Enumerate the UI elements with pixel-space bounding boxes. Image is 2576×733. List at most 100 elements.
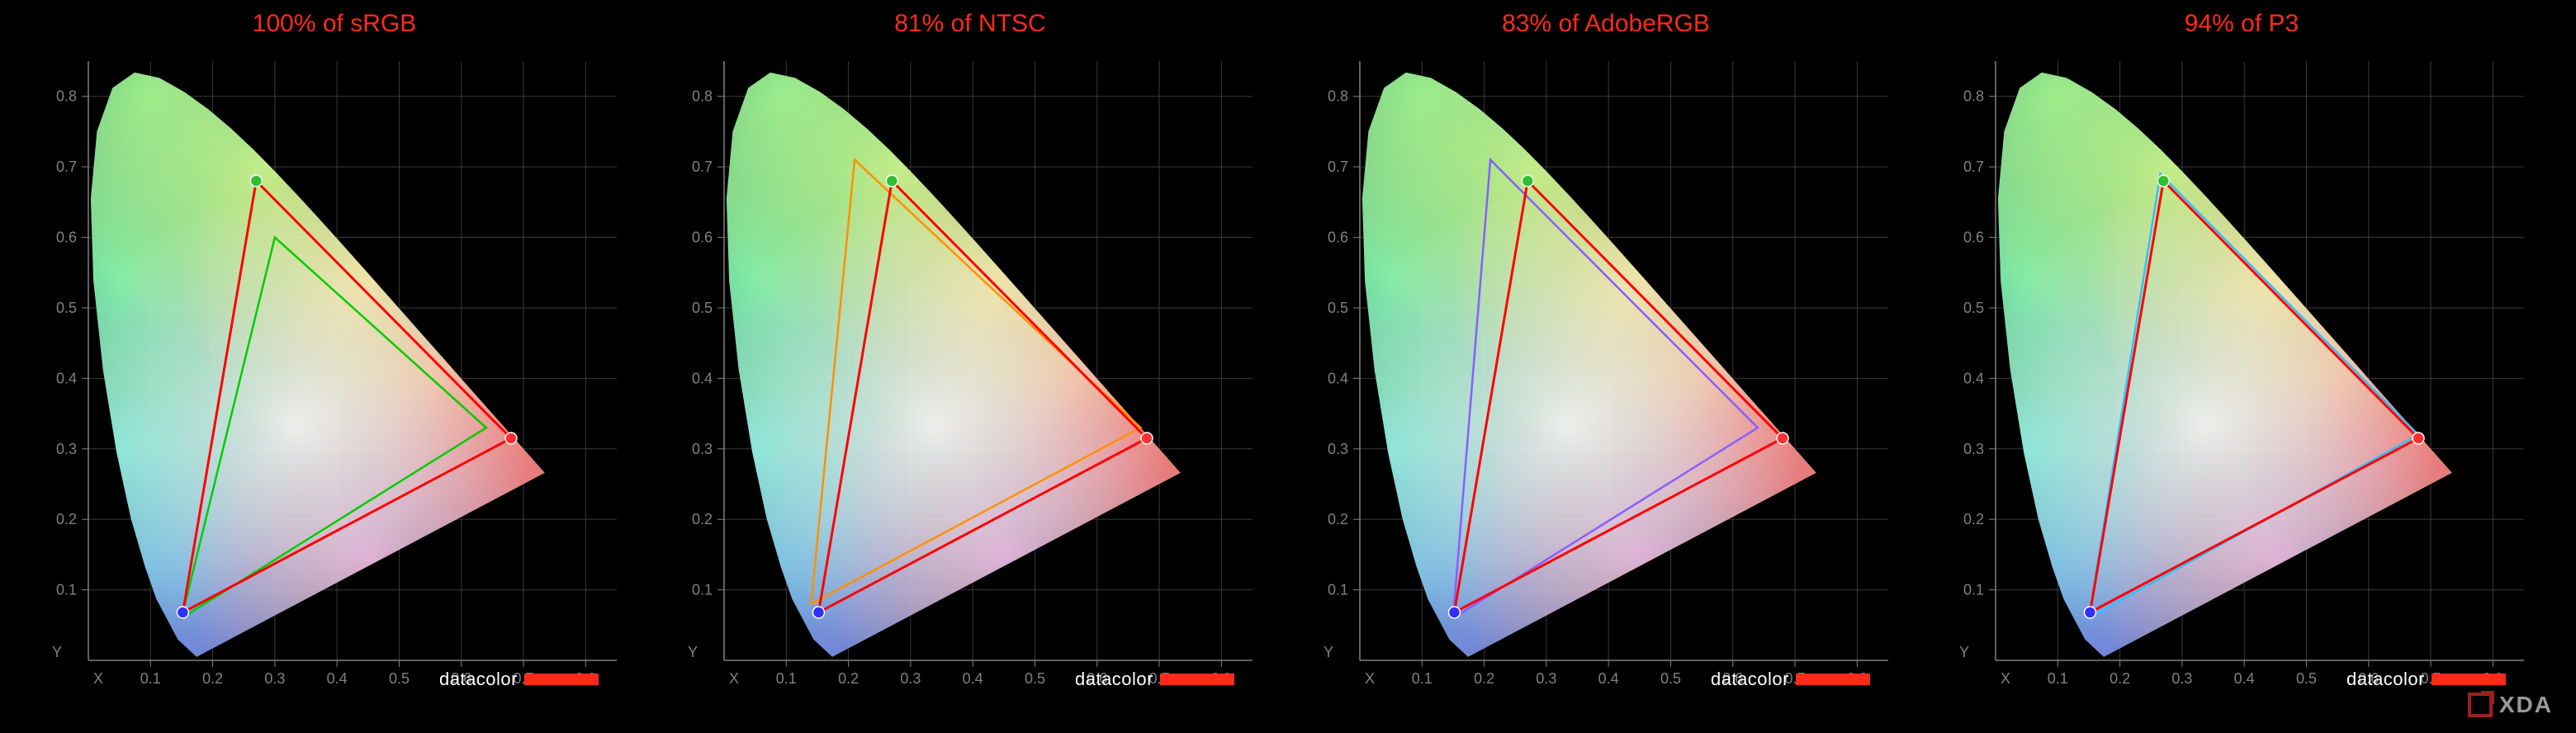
y-tick-label: 0.4 (1328, 370, 1348, 386)
x-tick-label: 0.6 (1087, 670, 1107, 687)
x-axis-label: X (1365, 670, 1375, 687)
x-tick-label: 0.6 (1722, 670, 1743, 687)
x-tick-label: 0.8 (1211, 670, 1232, 687)
chart-wrap: 0.1 0.1 0.2 0.2 0.3 0.3 0.4 0.4 0.5 0.5 0.6 0.6 0.7 0… (37, 53, 632, 713)
x-tick-label: 0.2 (1474, 670, 1494, 687)
y-axis-label: Y (1959, 644, 1969, 660)
x-tick-label: 0.7 (2421, 670, 2441, 687)
gamut-vertex-marker (1141, 433, 1153, 444)
y-tick-label: 0.7 (692, 158, 713, 175)
chromaticity-chart: 0.10.10.20.20.30.30.40.40.50.50.60.60.70… (1309, 53, 1903, 713)
panel-title: 81% of NTSC (894, 10, 1045, 38)
y-tick-label: 0.7 (1328, 158, 1348, 175)
gamut-vertex-marker (2413, 433, 2424, 444)
x-tick-label: 0.4 (327, 670, 348, 687)
panel-title: 94% of P3 (2185, 10, 2299, 38)
y-tick-label: 0.2 (692, 511, 713, 527)
chart-wrap: 0.10.10.20.20.30.30.40.40.50.50.60.60.70… (1309, 53, 1903, 713)
y-axis-label: Y (688, 644, 698, 660)
x-axis-label: X (2001, 670, 2010, 687)
x-axis-label: X (93, 670, 103, 687)
x-tick-label: 0.4 (2234, 670, 2255, 687)
y-tick-label: 0.6 (692, 229, 713, 246)
y-tick-label: 0.2 (56, 511, 77, 527)
y-axis-label: Y (1324, 644, 1333, 660)
x-tick-label: 0.3 (2171, 670, 2192, 687)
x-tick-label: 0.1 (140, 670, 161, 687)
x-tick-label: 0.8 (2483, 670, 2503, 687)
x-tick-label: 0.3 (1536, 670, 1556, 687)
y-tick-label: 0.3 (1328, 441, 1348, 457)
y-tick-label: 0.5 (56, 300, 77, 316)
x-tick-label: 0.2 (2110, 670, 2130, 687)
y-tick-label: 0.1 (1963, 582, 1984, 598)
x-tick-label: 0.8 (1847, 670, 1868, 687)
spectral-locus-fill (1944, 53, 2539, 713)
y-axis-label: Y (52, 644, 62, 660)
x-tick-label: 0.6 (2358, 670, 2379, 687)
x-tick-label: 0.7 (1149, 670, 1170, 687)
gamut-panel: 100% of sRGB0.10.10.20.20.30.30.40.40.50… (17, 10, 652, 713)
y-tick-label: 0.5 (1963, 300, 1984, 316)
x-tick-label: 0.1 (1412, 670, 1432, 687)
x-tick-label: 0.7 (514, 670, 534, 687)
y-tick-label: 0.6 (56, 229, 77, 246)
x-tick-label: 0.6 (451, 670, 471, 687)
gamut-vertex-marker (1522, 175, 1533, 187)
x-tick-label: 0.4 (1598, 670, 1619, 687)
gamut-panel: 81% of NTSC0.10.10.20.20.30.30.40.40.50.… (652, 10, 1288, 713)
gamut-vertex-marker (1777, 433, 1788, 444)
y-tick-label: 0.4 (1963, 370, 1984, 386)
gamut-vertex-marker (886, 175, 897, 187)
y-tick-label: 0.3 (1963, 441, 1984, 457)
y-tick-label: 0.7 (1963, 158, 1984, 175)
y-tick-label: 0.1 (1328, 582, 1348, 598)
gamut-vertex-marker (812, 607, 824, 618)
x-tick-label: 0.3 (264, 670, 285, 687)
gamut-vertex-marker (2157, 175, 2169, 187)
spectral-locus-fill (1309, 53, 1903, 713)
x-tick-label: 0.2 (838, 670, 859, 687)
y-tick-label: 0.5 (1328, 300, 1348, 316)
chromaticity-chart: 0.10.10.20.20.30.30.40.40.50.50.60.60.70… (673, 53, 1267, 713)
x-tick-label: 0.5 (1660, 670, 1681, 687)
y-tick-label: 0.8 (56, 88, 77, 105)
x-tick-label: 0.2 (202, 670, 223, 687)
spectral-locus-fill (37, 53, 632, 713)
x-tick-label: 0.5 (389, 670, 410, 687)
y-tick-label: 0.6 (1963, 229, 1984, 246)
gamut-vertex-marker (250, 175, 262, 187)
x-tick-label: 0.5 (2296, 670, 2317, 687)
x-tick-label: 0.5 (1025, 670, 1045, 687)
y-tick-label: 0.5 (692, 300, 713, 316)
y-tick-label: 0.4 (692, 370, 713, 386)
panel-title: 100% of sRGB (253, 10, 416, 38)
x-axis-label: X (729, 670, 739, 687)
y-tick-label: 0.8 (692, 88, 713, 105)
panel-title: 83% of AdobeRGB (1502, 10, 1710, 38)
y-tick-label: 0.2 (1328, 511, 1348, 527)
gamut-panel: 83% of AdobeRGB 0.1 0.1 0.2 0.2 0.3 0.3 0.4 0.4 0… (1288, 10, 1924, 713)
y-tick-label: 0.1 (692, 582, 713, 598)
y-tick-label: 0.4 (56, 370, 77, 386)
x-tick-label: 0.8 (575, 670, 596, 687)
y-tick-label: 0.1 (56, 582, 77, 598)
chart-wrap: 0.10.10.20.20.30.30.40.40.50.50.60.60.70… (673, 53, 1267, 713)
y-tick-label: 0.3 (692, 441, 713, 457)
x-tick-label: 0.3 (900, 670, 921, 687)
y-tick-label: 0.2 (1963, 511, 1984, 527)
y-tick-label: 0.8 (1328, 88, 1348, 105)
chromaticity-chart: 0.1 0.1 0.2 0.2 0.3 0.3 0.4 0.4 0.5 0.5 0.6 0.6 0.7 0… (1944, 53, 2539, 713)
y-tick-label: 0.3 (56, 441, 77, 457)
chromaticity-chart: 0.1 0.1 0.2 0.2 0.3 0.3 0.4 0.4 0.5 0.5 0.6 0.6 0.7 0… (37, 53, 632, 713)
y-tick-label: 0.8 (1963, 88, 1984, 105)
chart-wrap: 0.1 0.1 0.2 0.2 0.3 0.3 0.4 0.4 0.5 0.5 0.6 0.6 0.7 0… (1944, 53, 2539, 713)
gamut-vertex-marker (505, 433, 517, 444)
spectral-locus-fill (673, 53, 1267, 713)
gamut-vertex-marker (2084, 607, 2095, 618)
x-tick-label: 0.4 (963, 670, 983, 687)
gamut-panel: 94% of P30.10.10.20.20.30.30.40.40.50.50… (1924, 10, 2559, 713)
gamut-vertex-marker (1448, 607, 1460, 618)
y-tick-label: 0.7 (56, 158, 77, 175)
x-tick-label: 0.1 (2048, 670, 2068, 687)
